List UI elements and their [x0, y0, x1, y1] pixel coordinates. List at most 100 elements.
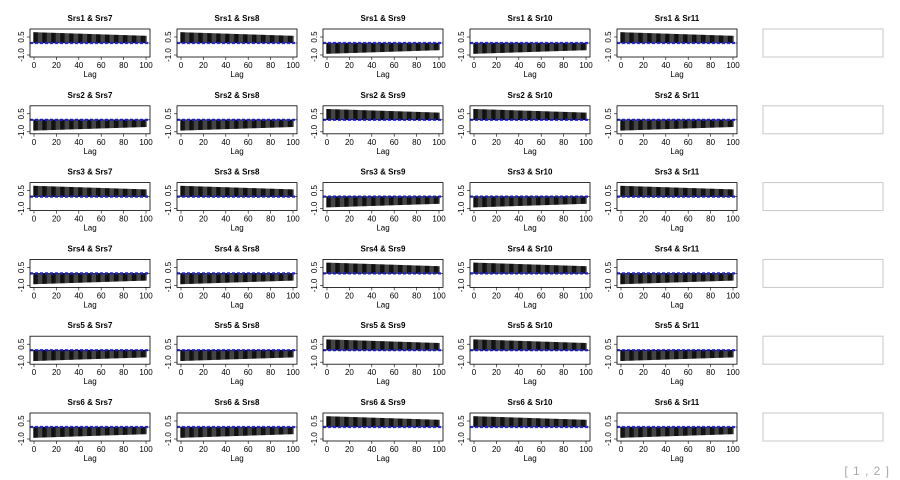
ccf-bar [48, 186, 51, 197]
ccf-bar [145, 189, 147, 197]
ccf-bar [552, 341, 555, 351]
ccf-bar [220, 119, 223, 130]
ccf-bar [551, 265, 554, 274]
ccf-bar [674, 187, 676, 197]
ccf-bar [505, 263, 508, 274]
ccf-bar [409, 111, 411, 120]
ccf-bar [266, 188, 268, 197]
ccf-bar [642, 186, 645, 197]
ccf-bar [369, 110, 372, 120]
ccf-bar [83, 350, 86, 360]
x-tick-label: 40 [74, 215, 83, 224]
ccf-bar [250, 273, 253, 282]
ccf-bar [130, 273, 133, 282]
ccf-bar [481, 109, 483, 120]
x-tick-label: 60 [97, 61, 106, 70]
ccf-bar [193, 350, 196, 361]
panel-title: Srs5 & Sr10 [508, 321, 553, 330]
ccf-bar [381, 43, 383, 53]
ccf-bar [368, 110, 371, 120]
ccf-bar [54, 119, 56, 130]
ccf-bar [79, 33, 81, 43]
ccf-bar [549, 43, 551, 52]
ccf-bar [194, 350, 197, 361]
ccf-bar [144, 427, 146, 435]
ccf-bar [621, 427, 623, 438]
ccf-bar [504, 110, 507, 120]
ccf-bar [276, 119, 279, 128]
ccf-bar [344, 43, 346, 54]
ccf-bar [54, 186, 56, 197]
ccf-bar [634, 32, 637, 43]
x-tick-label: 0 [472, 445, 477, 454]
ccf-bar [69, 427, 71, 437]
ccf-bar [433, 266, 436, 274]
ccf-bar [621, 273, 623, 285]
ccf-bar [328, 262, 330, 274]
ccf-bar [644, 32, 647, 43]
ccf-bar [625, 185, 628, 197]
ccf-bar [502, 263, 504, 274]
ccf-bar [423, 112, 426, 120]
page-indicator[interactable]: [ 1 , 2 ] [844, 464, 890, 478]
ccf-bar [106, 350, 108, 359]
ccf-bar [268, 35, 271, 43]
ccf-bar [126, 188, 128, 197]
ccf-bar [393, 111, 395, 120]
ccf-bar [328, 339, 330, 351]
ccf-bar [521, 196, 523, 206]
ccf-bar [104, 34, 107, 43]
ccf-bar [231, 33, 234, 43]
ccf-bar [78, 119, 80, 130]
ccf-bar [283, 427, 285, 435]
ccf-bar [59, 33, 61, 43]
ccf-bar [37, 427, 40, 438]
panel-title: Srs6 & Sr10 [508, 398, 553, 407]
ccf-bar [688, 427, 691, 436]
ccf-bar [718, 350, 721, 358]
ccf-bar [548, 111, 550, 120]
ccf-bar [89, 427, 91, 436]
ccf-bar [363, 263, 365, 274]
ccf-bar [33, 32, 35, 43]
ccf-bar [363, 417, 365, 427]
ccf-bar [63, 350, 65, 361]
ccf-bar [482, 43, 484, 54]
ccf-bar [200, 119, 202, 130]
ccf-bar [500, 417, 502, 427]
ccf-bar [201, 186, 203, 197]
ccf-bar [184, 32, 187, 43]
ccf-bar [544, 196, 547, 206]
ccf-bar [425, 112, 428, 120]
ccf-bar [65, 119, 68, 130]
ccf-bar [236, 34, 238, 43]
x-axis-label: Lag [83, 70, 96, 79]
ccf-bar [428, 112, 430, 120]
ccf-bar [732, 119, 734, 127]
ccf-bar [540, 43, 542, 52]
ccf-bar [719, 35, 722, 43]
ccf-bar [686, 350, 688, 359]
ccf-bar [349, 43, 352, 54]
ccf-bar [389, 341, 391, 351]
x-tick-label: 100 [286, 291, 300, 300]
ccf-bar [473, 416, 475, 427]
x-tick-label: 60 [390, 291, 399, 300]
ccf-bar [41, 119, 43, 131]
panel-frame [176, 182, 298, 212]
ccf-bar [663, 427, 666, 437]
ccf-bar [215, 186, 217, 197]
ccf-bar [418, 111, 420, 120]
ccf-bar [474, 339, 476, 351]
ccf-bar [578, 342, 580, 351]
ccf-bar [485, 196, 488, 208]
ccf-bar [128, 188, 130, 197]
x-tick-label: 40 [661, 291, 670, 300]
ccf-bar [522, 110, 524, 120]
ccf-bar [134, 119, 136, 128]
x-axis-label: Lag [523, 70, 536, 79]
ccf-bar [352, 263, 354, 274]
ccf-bar [264, 427, 266, 436]
ccf-bar [557, 43, 559, 52]
ccf-bar [719, 427, 722, 435]
